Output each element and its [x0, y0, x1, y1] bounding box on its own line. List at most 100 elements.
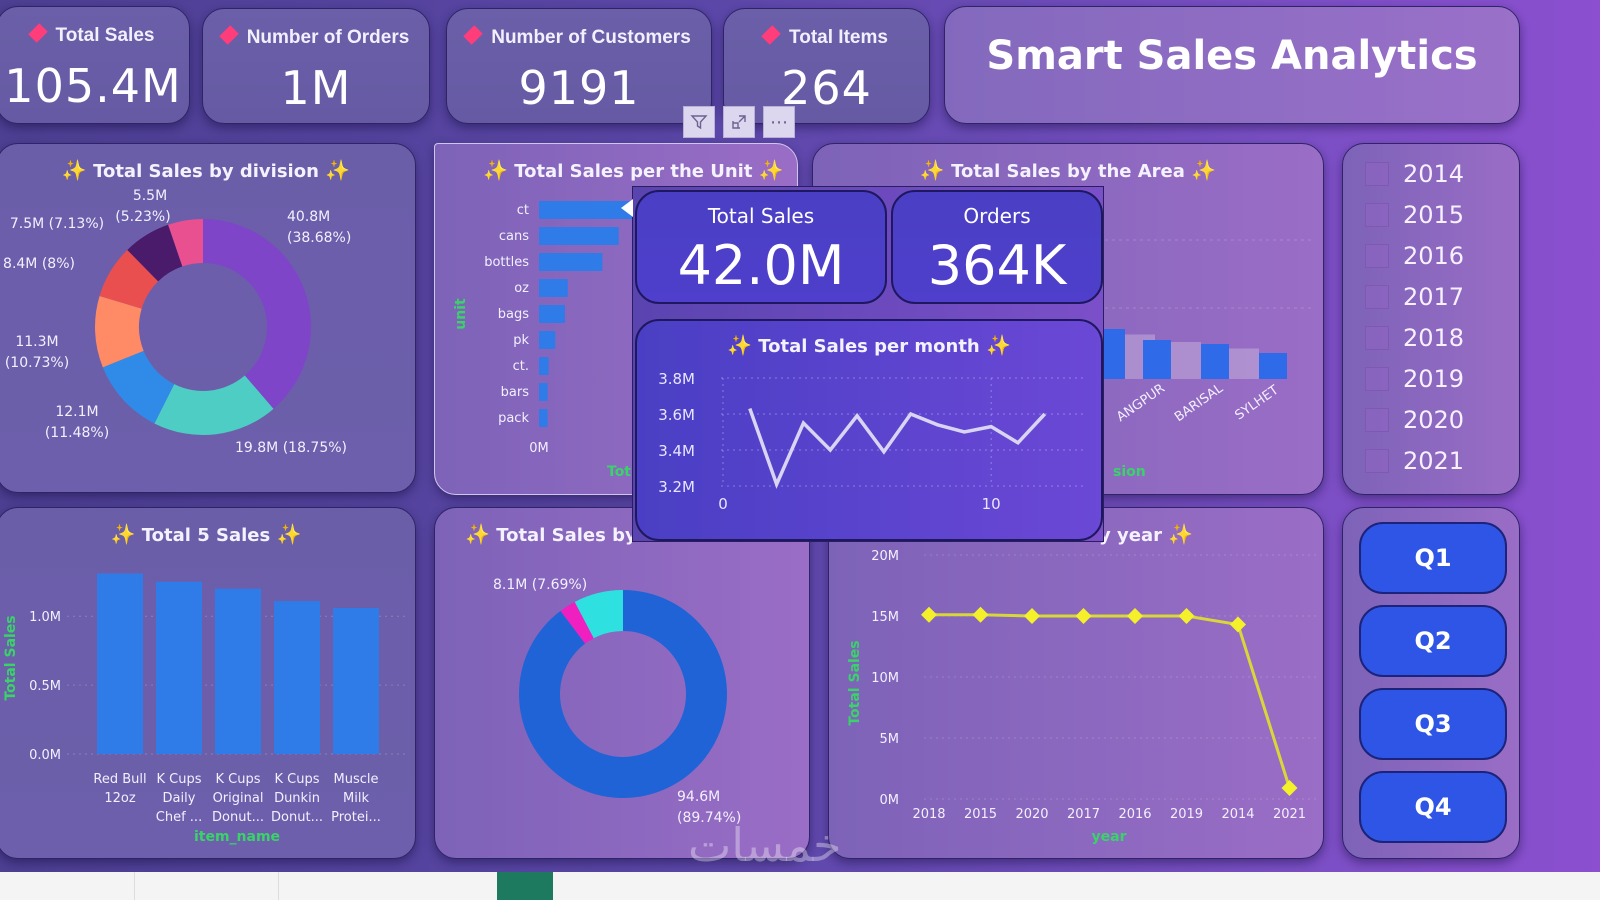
sparkle-icon: ✨ — [110, 522, 136, 546]
sparkle-icon: ✨ — [727, 333, 752, 357]
year-label: 2021 — [1403, 447, 1465, 475]
quarter-button-q2[interactable]: Q2 — [1359, 605, 1507, 677]
kpi-total-items[interactable]: Total Items 264 — [723, 8, 930, 124]
year-option-2019[interactable]: 2019 — [1365, 365, 1464, 393]
checkbox[interactable] — [1365, 367, 1389, 391]
top5-bar-chart[interactable]: 1.0M 0.5M 0.0M Red Bull 12oz K Cups Daily Chef … — [0, 508, 416, 859]
kpi-total-sales[interactable]: Total Sales 105.4M — [0, 6, 190, 124]
donut-slice — [127, 224, 183, 282]
tooltip-total-sales-card: Total Sales 42.0M — [635, 190, 887, 304]
data-label: 7.5M (7.13%) — [10, 216, 104, 232]
panel-sales-by-payment[interactable]: ✨ Total Sales by P 94.6M (89.74%) 8.1M (7.… — [434, 507, 810, 859]
kpi-label: Number of Orders — [246, 27, 410, 48]
checkbox[interactable] — [1365, 408, 1389, 432]
x-tick-label: 10 — [982, 495, 1001, 513]
axis-title: item_name — [194, 829, 280, 845]
taskbar-active-tab[interactable] — [497, 872, 553, 900]
checkbox[interactable] — [1365, 285, 1389, 309]
year-label: 2018 — [1403, 324, 1465, 352]
checkbox[interactable] — [1365, 244, 1389, 268]
year-label: 2015 — [1403, 201, 1465, 229]
data-label: (38.68%) — [287, 230, 351, 246]
diamond-icon — [463, 25, 483, 45]
data-point — [1230, 616, 1246, 633]
axis-title: Total Sales — [847, 640, 863, 725]
kpi-label: Total Items — [789, 27, 888, 48]
bottom-taskbar — [0, 872, 1600, 900]
y-tick-label: 0M — [880, 793, 900, 808]
panel-top-5-sales[interactable]: ✨ Total 5 Sales ✨ 1.0M 0.5M 0.0M Red Bull 12… — [0, 507, 416, 859]
data-label: (5.23%) — [115, 209, 170, 225]
kpi-value: 9191 — [518, 61, 640, 115]
year-option-2016[interactable]: 2016 — [1365, 242, 1464, 270]
sparkle-icon: ✨ — [276, 522, 302, 546]
y-tick-label: 5M — [880, 732, 900, 747]
y-tick-label: 0.0M — [29, 748, 61, 763]
x-tick-label: 2021 — [1273, 807, 1306, 822]
bar — [215, 588, 261, 754]
checkbox[interactable] — [1365, 326, 1389, 350]
filter-icon[interactable] — [683, 106, 715, 138]
year-option-2020[interactable]: 2020 — [1365, 406, 1464, 434]
quarter-button-q4[interactable]: Q4 — [1359, 771, 1507, 843]
tick-label: ct — [517, 203, 529, 218]
kpi-value: 1M — [280, 61, 352, 115]
year-option-2015[interactable]: 2015 — [1365, 201, 1464, 229]
y-tick-label: 0.5M — [29, 679, 61, 694]
tooltip-orders-label: Orders — [963, 204, 1031, 228]
bar — [1201, 344, 1229, 379]
sparkle-icon: ✨ — [465, 522, 490, 546]
data-label: 94.6M — [677, 789, 720, 805]
donut-slice — [168, 219, 203, 267]
axis-title: Total Sales — [3, 615, 19, 700]
year-label: 2020 — [1403, 406, 1465, 434]
tooltip-month-chart-card: ✨ Total Sales per month ✨ 3.8M 3.6M 3.4M 3.… — [635, 319, 1103, 541]
year-line-chart[interactable]: 20M 15M 10M 5M 0M 2018 2015 2020 2017 2016 2019 201… — [829, 508, 1324, 859]
dashboard-title-card: Smart Sales Analytics — [944, 6, 1520, 124]
donut-slice — [560, 601, 594, 644]
sparkle-icon: ✨ — [986, 333, 1011, 357]
payment-donut-chart[interactable]: 94.6M (89.74%) 8.1M (7.69%) — [435, 508, 810, 859]
ribbon — [1171, 342, 1201, 379]
year-slicer[interactable]: 2014 2015 2016 2017 2018 2019 2020 2021 — [1342, 143, 1520, 495]
panel-sales-by-division[interactable]: ✨ Total Sales by division ✨ 40.8M (38.68%… — [0, 143, 416, 493]
data-label: 12.1M — [55, 404, 98, 420]
kpi-number-of-orders[interactable]: Number of Orders 1M — [202, 8, 430, 124]
bar — [539, 357, 549, 375]
month-line-chart: 3.8M 3.6M 3.4M 3.2M 0 10 — [658, 370, 1087, 513]
donut-slice — [102, 350, 175, 424]
checkbox[interactable] — [1365, 449, 1389, 473]
quarter-button-q3[interactable]: Q3 — [1359, 688, 1507, 760]
donut-slice — [519, 590, 727, 798]
kpi-number-of-customers[interactable]: Number of Customers 9191 — [446, 8, 712, 124]
axis-title: year — [1092, 829, 1127, 845]
division-donut-chart[interactable]: 40.8M (38.68%) 19.8M (18.75%) 12.1M (11.48%)… — [0, 144, 416, 493]
bar — [156, 581, 202, 754]
tooltip-orders-card: Orders 364K — [891, 190, 1103, 304]
data-label: 19.8M (18.75%) — [235, 440, 347, 456]
year-option-2014[interactable]: 2014 — [1365, 160, 1464, 188]
tick-label: ct. — [513, 359, 529, 374]
data-point — [1281, 780, 1298, 797]
data-label: (10.73%) — [5, 355, 69, 371]
data-point — [972, 606, 989, 623]
more-options-icon[interactable]: ⋯ — [763, 106, 795, 138]
tick-label: BARISAL — [1172, 381, 1227, 425]
x-tick-label: Original — [213, 791, 264, 806]
tick-label: bottles — [484, 255, 529, 270]
focus-mode-icon[interactable] — [723, 106, 755, 138]
y-tick-label: 3.2M — [658, 478, 695, 496]
panel-sales-by-year[interactable]: y year ✨ 20M 15M 10M 5M 0M 2018 2015 2020 2017 20… — [828, 507, 1324, 859]
x-tick-label: K Cups — [157, 772, 202, 787]
checkbox[interactable] — [1365, 203, 1389, 227]
quarter-button-q1[interactable]: Q1 — [1359, 522, 1507, 594]
diamond-icon — [761, 25, 781, 45]
year-label: 2016 — [1403, 242, 1465, 270]
bar — [539, 305, 565, 323]
year-option-2017[interactable]: 2017 — [1365, 283, 1464, 311]
year-option-2018[interactable]: 2018 — [1365, 324, 1464, 352]
year-option-2021[interactable]: 2021 — [1365, 447, 1464, 475]
checkbox[interactable] — [1365, 162, 1389, 186]
x-tick-label: 2016 — [1118, 807, 1151, 822]
